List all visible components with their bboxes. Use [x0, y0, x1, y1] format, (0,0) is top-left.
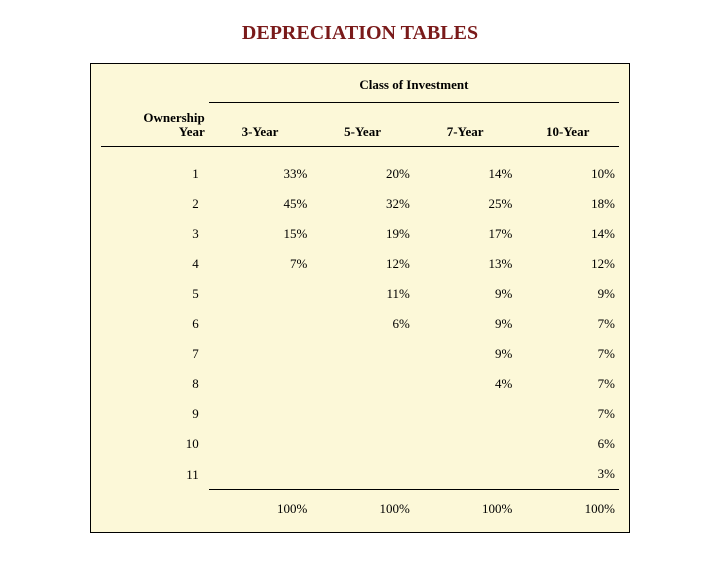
data-cell: 3%: [516, 459, 619, 490]
col-header-3year: 3-Year: [209, 103, 312, 147]
data-cell: [311, 459, 414, 490]
data-cell: [414, 429, 517, 459]
row-header-label: Ownership Year: [101, 103, 209, 147]
row-header-line1: Ownership: [143, 110, 204, 125]
data-cell: [311, 399, 414, 429]
total-10year: 100%: [516, 490, 619, 525]
ownership-year-cell: 5: [101, 279, 209, 309]
col-header-7year: 7-Year: [414, 103, 517, 147]
totals-row: 100% 100% 100% 100%: [101, 490, 619, 525]
data-cell: 7%: [516, 339, 619, 369]
super-header-row: Class of Investment: [101, 70, 619, 103]
data-cell: 9%: [516, 279, 619, 309]
data-cell: [209, 399, 312, 429]
data-cell: 9%: [414, 309, 517, 339]
row-header-line2: Year: [179, 124, 205, 139]
super-header-label: Class of Investment: [209, 70, 619, 103]
data-cell: 9%: [414, 279, 517, 309]
totals-blank: [101, 490, 209, 525]
table-row: 10 6%: [101, 429, 619, 459]
data-cell: [209, 309, 312, 339]
ownership-year-cell: 11: [101, 459, 209, 490]
ownership-year-cell: 6: [101, 309, 209, 339]
data-cell: 14%: [414, 147, 517, 190]
ownership-year-cell: 10: [101, 429, 209, 459]
data-cell: 6%: [516, 429, 619, 459]
data-cell: 20%: [311, 147, 414, 190]
data-cell: 19%: [311, 219, 414, 249]
data-cell: 4%: [414, 369, 517, 399]
data-cell: 7%: [516, 369, 619, 399]
total-3year: 100%: [209, 490, 312, 525]
data-cell: [311, 429, 414, 459]
page-title: DEPRECIATION TABLES: [0, 22, 720, 45]
data-cell: 45%: [209, 189, 312, 219]
depreciation-table: Class of Investment Ownership Year 3-Yea…: [101, 70, 619, 524]
ownership-year-cell: 9: [101, 399, 209, 429]
data-cell: [209, 369, 312, 399]
depreciation-table-container: Class of Investment Ownership Year 3-Yea…: [90, 63, 630, 533]
table-row: 245%32%25%18%: [101, 189, 619, 219]
table-row: 133%20%14%10%: [101, 147, 619, 190]
data-cell: 14%: [516, 219, 619, 249]
data-cell: 13%: [414, 249, 517, 279]
ownership-year-cell: 4: [101, 249, 209, 279]
table-row: 6 6%9%7%: [101, 309, 619, 339]
col-header-5year: 5-Year: [311, 103, 414, 147]
data-cell: [414, 399, 517, 429]
ownership-year-cell: 2: [101, 189, 209, 219]
data-cell: [311, 369, 414, 399]
data-cell: 33%: [209, 147, 312, 190]
total-5year: 100%: [311, 490, 414, 525]
table-row: 7 9%7%: [101, 339, 619, 369]
ownership-year-cell: 1: [101, 147, 209, 190]
data-cell: 15%: [209, 219, 312, 249]
ownership-year-cell: 8: [101, 369, 209, 399]
total-7year: 100%: [414, 490, 517, 525]
data-cell: [414, 459, 517, 490]
column-header-row: Ownership Year 3-Year 5-Year 7-Year 10-Y…: [101, 103, 619, 147]
ownership-year-cell: 7: [101, 339, 209, 369]
table-row: 315%19%17%14%: [101, 219, 619, 249]
data-cell: [209, 279, 312, 309]
data-cell: [209, 429, 312, 459]
data-cell: [209, 339, 312, 369]
data-cell: [209, 459, 312, 490]
data-cell: [311, 339, 414, 369]
data-cell: 7%: [516, 399, 619, 429]
data-cell: 18%: [516, 189, 619, 219]
table-row: 9 7%: [101, 399, 619, 429]
data-cell: 32%: [311, 189, 414, 219]
data-cell: 25%: [414, 189, 517, 219]
col-header-10year: 10-Year: [516, 103, 619, 147]
data-cell: 11%: [311, 279, 414, 309]
table-row: 8 4%7%: [101, 369, 619, 399]
data-cell: 6%: [311, 309, 414, 339]
data-cell: 12%: [311, 249, 414, 279]
table-row: 47%12%13%12%: [101, 249, 619, 279]
data-cell: 7%: [209, 249, 312, 279]
ownership-year-cell: 3: [101, 219, 209, 249]
data-cell: 7%: [516, 309, 619, 339]
data-cell: 9%: [414, 339, 517, 369]
table-row: 11 3%: [101, 459, 619, 490]
data-cell: 12%: [516, 249, 619, 279]
table-row: 511%9%9%: [101, 279, 619, 309]
data-cell: 10%: [516, 147, 619, 190]
data-cell: 17%: [414, 219, 517, 249]
super-header-blank: [101, 70, 209, 103]
